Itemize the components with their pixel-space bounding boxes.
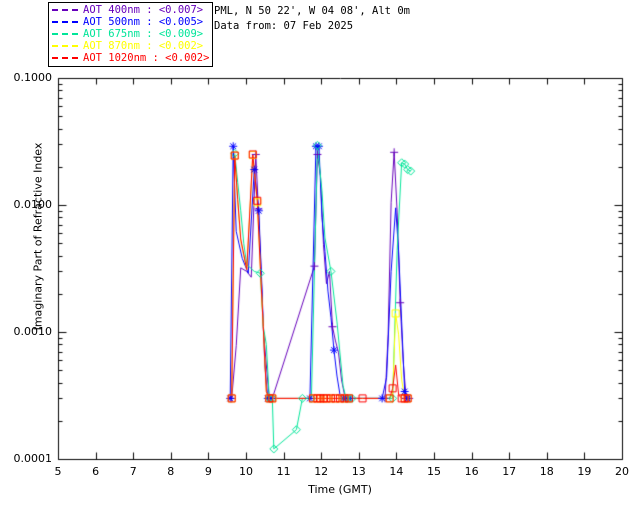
- x-tick-label: 18: [539, 465, 554, 478]
- data-date-subtitle: Data from: 07 Feb 2025: [214, 20, 354, 32]
- x-tick-label: 17: [502, 465, 517, 478]
- legend-line-swatch-icon: [52, 9, 78, 11]
- x-tick-label: 8: [167, 465, 175, 478]
- x-tick-label: 11: [276, 465, 291, 478]
- legend-line-swatch-icon: [52, 57, 78, 59]
- x-tick-label: 7: [129, 465, 137, 478]
- x-tick-label: 6: [92, 465, 100, 478]
- site-location-title: PML, N 50 22', W 04 08', Alt 0m: [214, 5, 410, 17]
- x-tick-label: 12: [314, 465, 329, 478]
- legend-item-label: AOT 500nm : <0.005>: [83, 16, 204, 28]
- x-tick-label: 15: [427, 465, 441, 478]
- y-tick-label: 0.0100: [13, 198, 53, 211]
- legend-item-label: AOT 675nm : <0.009>: [83, 28, 204, 40]
- x-tick-label: 20: [615, 465, 629, 478]
- legend-item-label: AOT 870nm : <0.002>: [83, 40, 204, 52]
- x-tick-label: 16: [464, 465, 479, 478]
- legend-line-swatch-icon: [52, 33, 78, 35]
- legend-item-1: AOT 500nm : <0.005>: [52, 16, 209, 28]
- x-tick-label: 10: [239, 465, 253, 478]
- legend-item-2: AOT 675nm : <0.009>: [52, 28, 209, 40]
- legend-item-3: AOT 870nm : <0.002>: [52, 40, 209, 52]
- legend-item-label: AOT 400nm : <0.007>: [83, 4, 204, 16]
- legend: AOT 400nm : <0.007> AOT 500nm : <0.005> AO…: [48, 2, 214, 67]
- legend-line-swatch-icon: [52, 21, 78, 23]
- y-tick-label: 0.1000: [13, 71, 53, 84]
- legend-item-0: AOT 400nm : <0.007>: [52, 4, 209, 16]
- x-tick-label: 14: [389, 465, 404, 478]
- y-tick-label: 0.0010: [13, 325, 53, 338]
- legend-item-4: AOT 1020nm : <0.002>: [52, 52, 209, 64]
- x-tick-label: 5: [54, 465, 62, 478]
- legend-line-swatch-icon: [52, 45, 78, 47]
- x-axis-title: Time (GMT): [308, 483, 372, 496]
- y-tick-label: 0.0001: [13, 452, 53, 465]
- x-tick-label: 13: [351, 465, 366, 478]
- x-tick-label: 9: [204, 465, 212, 478]
- chart-title-block: PML, N 50 22', W 04 08', Alt 0m Data fro…: [214, 4, 410, 34]
- x-tick-label: 19: [577, 465, 592, 478]
- y-axis-title: Imaginary Part of Refractive Index: [31, 142, 45, 331]
- legend-item-label: AOT 1020nm : <0.002>: [83, 52, 210, 64]
